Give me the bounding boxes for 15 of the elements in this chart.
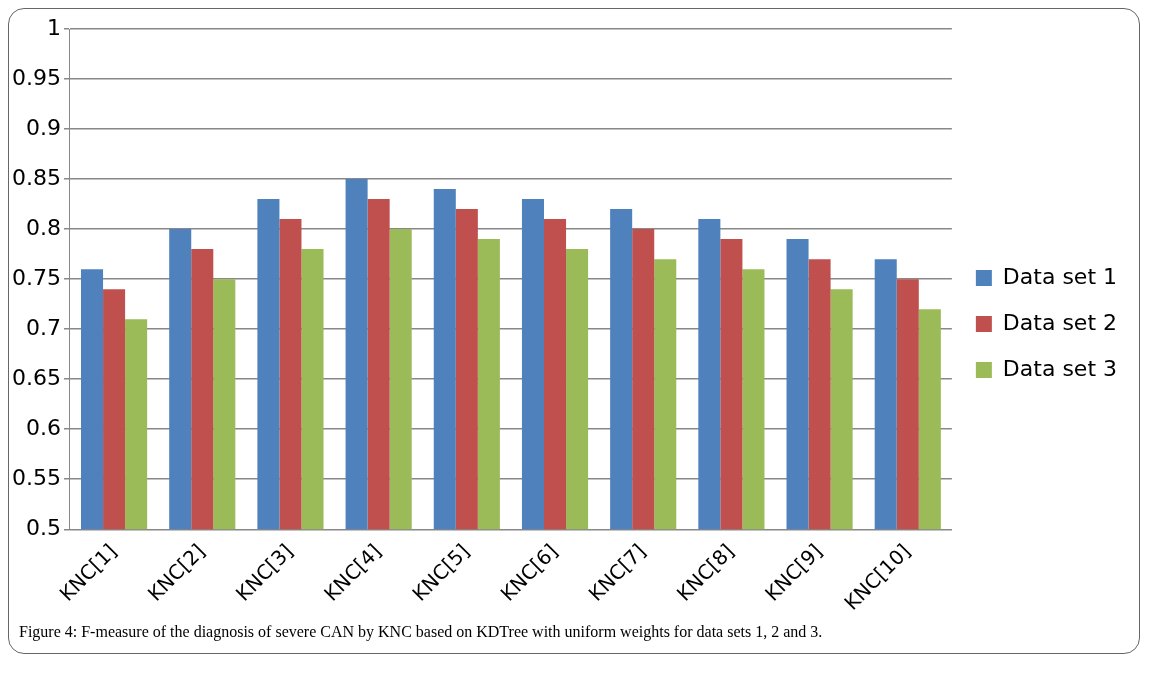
y-tick-label: 0.8 <box>25 214 61 240</box>
y-tick-label: 0.6 <box>25 414 61 440</box>
y-tick-label: 0.85 <box>12 164 61 190</box>
y-tick-label: 0.95 <box>12 64 61 90</box>
y-tick-label: 0.65 <box>12 364 61 390</box>
y-tick-label: 1 <box>46 14 61 40</box>
y-tick-label: 0.55 <box>12 464 61 490</box>
y-tick-label: 0.75 <box>12 264 61 290</box>
y-tick-label: 0.5 <box>25 514 61 540</box>
y-tick-label: 0.9 <box>25 114 61 140</box>
y-tick-label: 0.7 <box>25 314 61 340</box>
legend-label: Data set 2 <box>1002 309 1117 335</box>
legend-label: Data set 1 <box>1002 263 1117 289</box>
legend-label: Data set 3 <box>1002 355 1117 381</box>
caption: Figure 4: F-measure of the diagnosis of severe CAN by KNC based on KDTree with uniform weights for data sets 1, 2 and 3. <box>18 622 824 643</box>
